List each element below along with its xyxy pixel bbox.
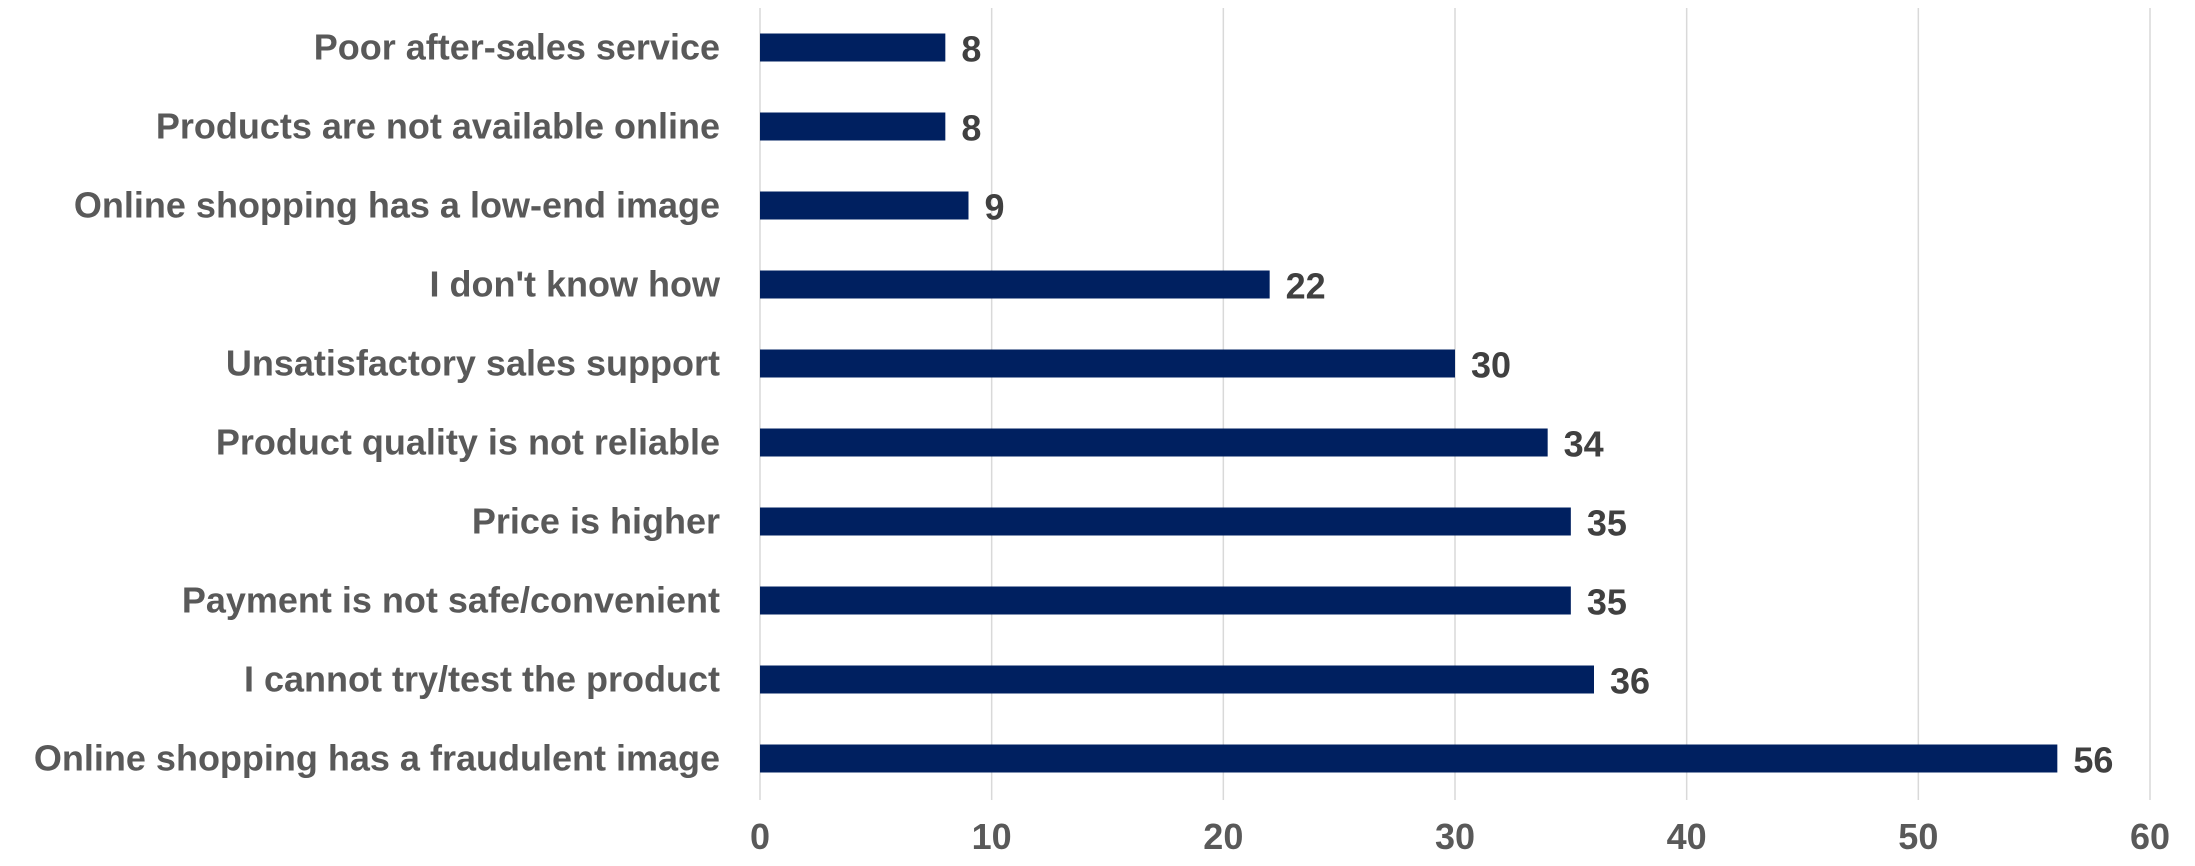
bar-7 <box>760 191 969 220</box>
category-label-1: I cannot try/test the product <box>244 659 720 700</box>
data-label-2: 35 <box>1587 582 1627 623</box>
category-label-3: Price is higher <box>472 501 720 542</box>
category-label-8: Products are not available online <box>156 106 720 147</box>
category-labels: Poor after-sales service Products are not… <box>34 27 721 779</box>
bar-6 <box>760 270 1270 299</box>
data-label-4: 34 <box>1564 424 1604 465</box>
data-label-6: 22 <box>1286 266 1326 307</box>
bar-9 <box>760 33 946 62</box>
x-tick-label-10: 10 <box>972 816 1012 857</box>
category-label-7: Online shopping has a low-end image <box>74 185 720 226</box>
x-tick-label-60: 60 <box>2130 816 2170 857</box>
category-label-4: Product quality is not reliable <box>216 422 720 463</box>
category-label-5: Unsatisfactory sales support <box>226 343 720 384</box>
data-label-5: 30 <box>1471 345 1511 386</box>
x-axis-ticks: 0 10 20 30 40 50 60 <box>750 816 2170 857</box>
data-label-0: 56 <box>2073 740 2113 781</box>
bar-4 <box>760 428 1548 457</box>
category-label-9: Poor after-sales service <box>314 27 720 68</box>
data-label-7: 9 <box>985 187 1005 228</box>
bar-5 <box>760 349 1455 378</box>
data-label-8: 8 <box>961 108 981 149</box>
bar-0 <box>760 744 2058 773</box>
category-label-0: Online shopping has a fraudulent image <box>34 738 720 779</box>
x-tick-label-30: 30 <box>1435 816 1475 857</box>
bar-1 <box>760 665 1594 694</box>
gridlines <box>759 8 2151 800</box>
category-label-2: Payment is not safe/convenient <box>182 580 720 621</box>
data-label-1: 36 <box>1610 661 1650 702</box>
bar-3 <box>760 507 1571 536</box>
category-label-6: I don't know how <box>429 264 721 305</box>
bar-8 <box>760 112 946 141</box>
x-tick-label-40: 40 <box>1667 816 1707 857</box>
bar-2 <box>760 586 1571 615</box>
x-tick-label-50: 50 <box>1898 816 1938 857</box>
x-tick-label-0: 0 <box>750 816 770 857</box>
bars <box>760 33 2058 773</box>
data-label-9: 8 <box>961 29 981 70</box>
data-label-3: 35 <box>1587 503 1627 544</box>
x-tick-label-20: 20 <box>1203 816 1243 857</box>
